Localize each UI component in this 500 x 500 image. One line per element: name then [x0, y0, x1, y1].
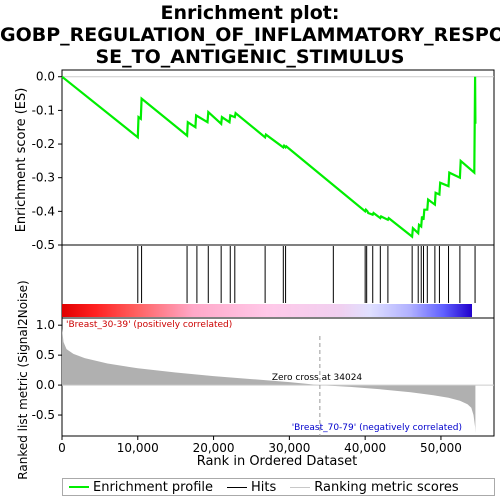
chart-title-line-2: GOBP_REGULATION_OF_INFLAMMATORY_RESPON — [0, 24, 500, 46]
legend: Enrichment profile Hits Ranking metric s… — [62, 478, 495, 496]
legend-label-ranking: Ranking metric scores — [314, 479, 459, 495]
es-y-tick-label-1: -0.1 — [32, 103, 55, 117]
x-tick-label-1: 10,000 — [117, 441, 159, 455]
legend-item-enrichment: Enrichment profile — [69, 480, 213, 495]
legend-item-ranking: Ranking metric scores — [290, 479, 459, 495]
x-axis-label: Rank in Ordered Dataset — [197, 454, 358, 469]
metric-y-tick-label-1: 0.5 — [36, 348, 55, 362]
zero-cross-label: Zero cross at 34024 — [272, 373, 363, 383]
es-y-tick-label-4: -0.4 — [32, 204, 55, 218]
x-tick-label-4: 40,000 — [344, 441, 386, 455]
legend-swatch-enrichment — [69, 486, 89, 488]
chart-title: Enrichment plot: GOBP_REGULATION_OF_INFL… — [0, 2, 500, 68]
metric-y-tick-label-3: -0.5 — [32, 408, 55, 422]
pos-correlated-label: 'Breast_30-39' (positively correlated) — [66, 320, 232, 330]
es-y-tick-label-3: -0.3 — [32, 171, 55, 185]
legend-swatch-hits — [227, 486, 247, 488]
x-tick-label-3: 30,000 — [268, 441, 310, 455]
x-tick-label-5: 50,000 — [420, 441, 462, 455]
legend-label-hits: Hits — [251, 479, 277, 495]
neg-correlated-label: 'Breast_70-79' (negatively correlated) — [292, 423, 462, 433]
legend-item-hits: Hits — [227, 480, 276, 495]
es-y-tick-label-2: -0.2 — [32, 137, 55, 151]
es-y-tick-label-5: -0.5 — [32, 238, 55, 252]
enrichment-profile-line — [61, 75, 477, 239]
metric-y-axis-label: Ranked list metric (Signal2Noise) — [16, 280, 30, 479]
legend-swatch-ranking — [290, 486, 311, 488]
chart-title-line-3: SE_TO_ANTIGENIC_STIMULUS — [95, 46, 405, 68]
x-tick-label-2: 20,000 — [193, 441, 235, 455]
ranking-metric-area — [62, 328, 476, 433]
legend-label-enrichment: Enrichment profile — [93, 479, 213, 495]
rank-color-bar — [62, 304, 472, 317]
es-panel — [61, 69, 495, 246]
chart-title-line-1: Enrichment plot: — [160, 2, 340, 24]
x-tick-label-0: 0 — [58, 441, 66, 455]
es-y-tick-label-0: 0.0 — [36, 70, 55, 84]
metric-y-tick-label-0: 1.0 — [36, 318, 55, 332]
metric-y-tick-label-2: 0.0 — [36, 378, 55, 392]
es-y-axis-label: Enrichment score (ES) — [14, 88, 29, 233]
